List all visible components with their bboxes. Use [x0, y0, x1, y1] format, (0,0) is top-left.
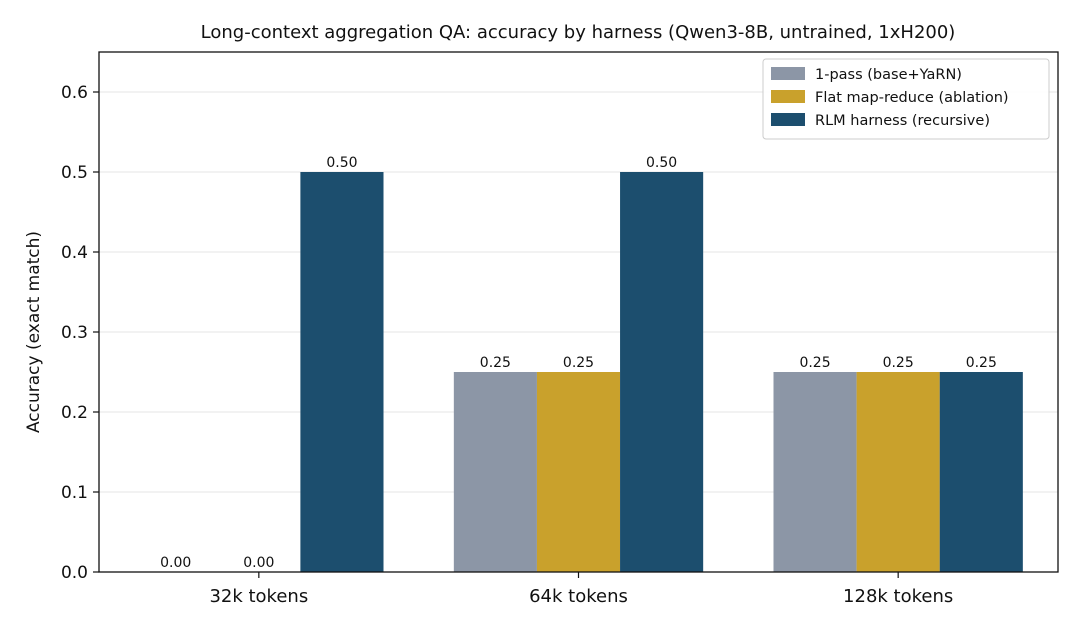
bar-value-label: 0.00 — [160, 555, 191, 571]
x-tick-label: 128k tokens — [843, 586, 953, 607]
legend-entry: RLM harness (recursive) — [815, 113, 990, 129]
legend-swatch — [771, 113, 805, 126]
bar-value-label: 0.25 — [563, 355, 594, 371]
y-tick-label: 0.0 — [61, 563, 88, 583]
bar-value-label: 0.25 — [966, 355, 997, 371]
bar — [773, 372, 857, 572]
bar-value-label: 0.25 — [480, 355, 511, 371]
bar-value-label: 0.50 — [326, 155, 357, 171]
x-tick-label: 32k tokens — [209, 586, 308, 607]
bars — [300, 172, 1023, 572]
bar — [939, 372, 1023, 572]
bar — [620, 172, 704, 572]
legend-box — [762, 58, 1050, 140]
y-tick-label: 0.1 — [61, 483, 88, 503]
plot-frame — [98, 51, 1059, 573]
bar-value-label: 0.50 — [646, 155, 677, 171]
y-axis-label: Accuracy (exact match) — [24, 231, 44, 433]
y-tick-label: 0.3 — [61, 323, 88, 343]
axes: 0.0 0.1 0.2 0.3 0.4 0.5 0.6 32k tokens 64k token… — [61, 51, 1059, 607]
bar — [453, 372, 537, 572]
x-tick-label: 64k tokens — [529, 586, 628, 607]
bar-value-label: 0.00 — [243, 555, 274, 571]
legend-entry: Flat map-reduce (ablation) — [815, 90, 1009, 106]
y-tick-label: 0.4 — [61, 243, 88, 263]
bar-value-label: 0.25 — [883, 355, 914, 371]
legend-swatch — [771, 67, 805, 80]
y-tick-label: 0.6 — [61, 83, 88, 103]
bar — [856, 372, 940, 572]
legend-entry: 1-pass (base+YaRN) — [815, 67, 962, 83]
bar — [536, 372, 621, 572]
legend-swatch — [771, 90, 805, 103]
y-tick-label: 0.2 — [61, 403, 88, 423]
bar — [300, 172, 384, 572]
bar-value-label: 0.25 — [799, 355, 830, 371]
y-tick-label: 0.5 — [61, 163, 88, 183]
data-labels: 0.00 0.00 0.50 0.25 0.25 0.50 0.25 0.25 0.25 — [160, 155, 997, 571]
chart-title: Long-context aggregation QA: accuracy by… — [201, 22, 956, 43]
legend: 1-pass (base+YaRN) Flat map-reduce (ablat… — [762, 58, 1050, 140]
